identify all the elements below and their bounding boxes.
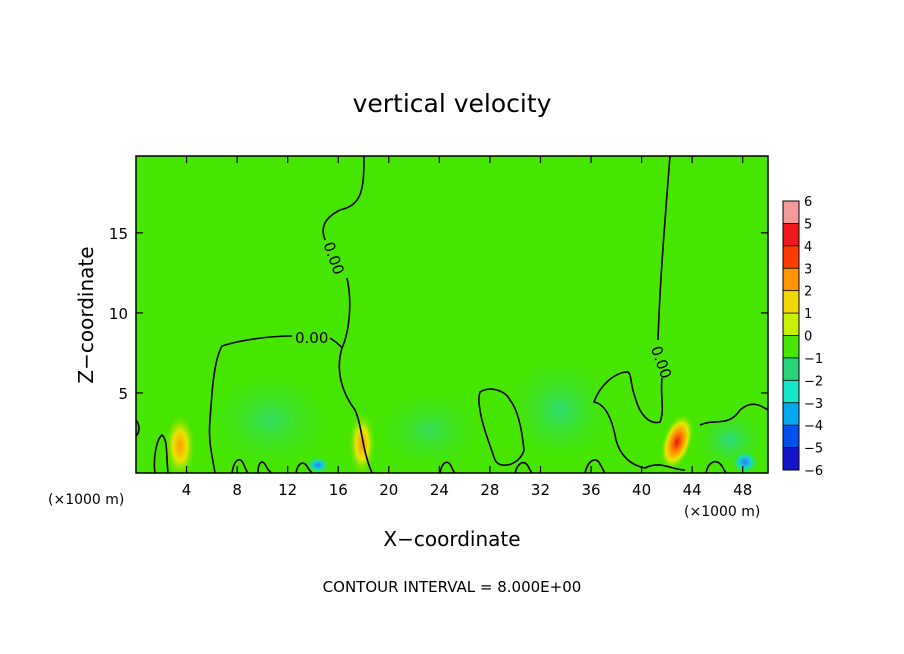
colorbar-swatch (783, 357, 799, 381)
colorbar-swatch (783, 223, 799, 246)
colorbar-swatch (783, 313, 799, 336)
hotspot-updraft-strong (659, 413, 695, 471)
contour-line (329, 337, 343, 349)
contour-line (208, 335, 293, 473)
colorbar-label: −2 (804, 374, 823, 389)
contour-line (136, 419, 140, 437)
x-tick-label: 16 (329, 481, 348, 499)
colorbar-label: 5 (804, 217, 812, 232)
x-tick-label: 28 (480, 481, 499, 499)
contour-line (439, 461, 456, 473)
x-tick-label: 32 (531, 481, 550, 499)
colorbar-swatch (783, 245, 799, 269)
plot-frame (135, 155, 769, 474)
colorbar-label: 3 (804, 262, 812, 277)
contour-line (153, 433, 169, 473)
contour-interval-note: CONTOUR INTERVAL = 8.000E+00 (323, 578, 582, 596)
x-axis: 4 8 12 16 20 24 28 32 36 40 44 48 (182, 156, 752, 499)
hotspot-updraft (348, 410, 376, 473)
colorbar: 6 5 4 3 2 1 0 −1 −2 −3 −4 −5 −6 (782, 195, 823, 479)
contour-line (584, 459, 606, 473)
x-axis-title: X−coordinate (383, 527, 520, 551)
contour-line (705, 461, 727, 473)
x-unit-label-left: (×1000 m) (48, 492, 124, 508)
contour-line (295, 462, 313, 473)
x-unit-label-right: (×1000 m) (684, 504, 760, 520)
contour-line (657, 156, 671, 341)
field-region (370, 385, 490, 473)
contour-line (338, 277, 373, 473)
x-tick-label: 44 (683, 481, 702, 499)
plot-area (136, 156, 768, 473)
x-tick-label: 40 (632, 481, 651, 499)
contour-line (699, 403, 768, 426)
colorbar-label: 6 (804, 195, 812, 210)
chart-title: vertical velocity (353, 89, 552, 118)
contour-line (257, 461, 273, 473)
colorbar-swatch (783, 402, 799, 426)
contour-line (478, 388, 525, 466)
colorbar-label: −1 (804, 352, 823, 367)
colorbar-label: −4 (804, 419, 823, 434)
colorbar-label: 2 (804, 285, 812, 300)
contour-line (231, 458, 249, 473)
colorbar-swatch (783, 268, 799, 291)
y-tick-label: 5 (118, 385, 128, 403)
hotspot-downdraft (731, 450, 759, 473)
hotspot-updraft (164, 412, 196, 473)
x-tick-label: 20 (379, 481, 398, 499)
colorbar-label: 0 (804, 330, 812, 345)
colorbar-label: 1 (804, 307, 812, 322)
y-tick-label: 15 (109, 225, 128, 243)
colorbar-swatch (783, 335, 799, 358)
y-axis: 5 10 15 (109, 225, 768, 403)
x-tick-label: 12 (278, 481, 297, 499)
colorbar-swatch (783, 380, 799, 403)
x-tick-label: 4 (182, 481, 192, 499)
field-region (500, 350, 620, 470)
contour-label: 0.00 (295, 329, 328, 347)
contour-line (514, 461, 533, 473)
colorbar-swatch (783, 447, 799, 470)
colorbar-swatch (783, 290, 799, 314)
colorbar-label: −5 (804, 442, 823, 457)
colorbar-label: 4 (804, 240, 812, 255)
colorbar-swatch (783, 425, 799, 448)
colorbar-label: −6 (804, 464, 823, 479)
x-tick-label: 8 (232, 481, 242, 499)
x-tick-label: 36 (581, 481, 600, 499)
y-axis-title: Z−coordinate (74, 246, 98, 383)
field-region (200, 365, 340, 473)
contour-line (322, 156, 365, 241)
hotspot-downdraft (306, 456, 330, 473)
y-tick-label: 10 (109, 305, 128, 323)
colorbar-swatch (783, 201, 799, 224)
x-tick-label: 24 (430, 481, 449, 499)
x-tick-label: 48 (733, 481, 752, 499)
colorbar-label: −3 (804, 397, 823, 412)
